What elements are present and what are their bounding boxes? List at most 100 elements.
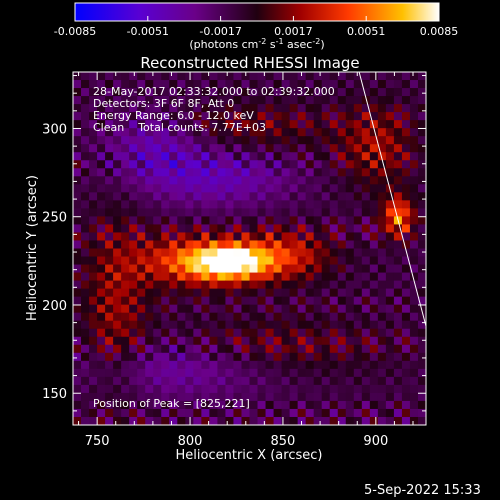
heatmap-cell bbox=[169, 248, 178, 258]
heatmap-cell bbox=[73, 168, 82, 177]
heatmap-cell bbox=[281, 120, 291, 129]
heatmap-cell bbox=[417, 88, 426, 97]
heatmap-cell bbox=[225, 256, 235, 266]
heatmap-cell bbox=[129, 216, 138, 226]
heatmap-cell bbox=[401, 288, 411, 298]
heatmap-cell bbox=[97, 160, 106, 169]
heatmap-cell bbox=[297, 104, 307, 113]
heatmap-cell bbox=[89, 384, 98, 394]
heatmap-cell bbox=[161, 160, 170, 169]
heatmap-cell bbox=[265, 200, 275, 209]
heatmap-cell bbox=[225, 400, 235, 410]
heatmap-cell bbox=[153, 224, 162, 234]
heatmap-cell bbox=[241, 160, 251, 169]
heatmap-cell bbox=[185, 232, 194, 242]
heatmap-cell bbox=[329, 208, 339, 218]
heatmap-cell bbox=[289, 88, 299, 97]
heatmap-cell bbox=[257, 232, 267, 242]
heatmap-cell bbox=[281, 392, 291, 402]
heatmap-cell bbox=[73, 224, 82, 234]
heatmap-cell bbox=[385, 264, 395, 274]
heatmap-cell bbox=[145, 224, 154, 234]
heatmap-cell bbox=[73, 352, 82, 362]
heatmap-cell bbox=[385, 104, 395, 113]
heatmap-cell bbox=[161, 88, 170, 97]
heatmap-cell bbox=[329, 288, 339, 298]
heatmap-cell bbox=[265, 168, 275, 177]
heatmap-cell bbox=[193, 112, 202, 121]
heatmap-cell bbox=[121, 112, 130, 121]
heatmap-cell bbox=[257, 248, 267, 258]
heatmap-cell bbox=[329, 224, 339, 234]
heatmap-cell bbox=[313, 88, 323, 97]
heatmap-cell bbox=[129, 304, 138, 314]
heatmap-cell bbox=[89, 240, 98, 250]
heatmap-cell bbox=[113, 176, 122, 185]
heatmap-cell bbox=[361, 312, 371, 322]
heatmap-cell bbox=[361, 400, 371, 410]
heatmap-cell bbox=[369, 336, 379, 346]
heatmap-cell bbox=[225, 232, 235, 242]
heatmap-cell bbox=[353, 408, 363, 418]
heatmap-cell bbox=[289, 184, 299, 193]
heatmap-cell bbox=[385, 136, 395, 145]
heatmap-cell bbox=[377, 104, 387, 113]
heatmap-cell bbox=[153, 128, 162, 137]
heatmap-cell bbox=[177, 376, 186, 386]
heatmap-cell bbox=[113, 240, 122, 250]
heatmap-cell bbox=[409, 96, 419, 105]
heatmap-cell bbox=[81, 264, 90, 274]
heatmap-cell bbox=[153, 320, 162, 330]
heatmap-cell bbox=[249, 112, 259, 121]
heatmap-cell bbox=[297, 240, 307, 250]
heatmap-cell bbox=[129, 272, 138, 282]
heatmap-cell bbox=[137, 168, 146, 177]
heatmap-cell bbox=[409, 352, 419, 362]
heatmap-cell bbox=[185, 240, 194, 250]
heatmap-cell bbox=[169, 208, 178, 218]
heatmap-cell bbox=[257, 304, 267, 314]
heatmap-cell bbox=[129, 408, 138, 418]
heatmap-cell bbox=[97, 376, 106, 386]
heatmap-cell bbox=[321, 408, 331, 418]
heatmap-cell bbox=[313, 96, 323, 105]
heatmap-cell bbox=[209, 176, 219, 185]
heatmap-cell bbox=[297, 264, 307, 274]
heatmap-cell bbox=[377, 272, 387, 282]
colorbar-ticks: -0.0085 -0.0051 -0.0017 0.0017 0.0051 0.0085 bbox=[54, 16, 458, 38]
heatmap-cell bbox=[353, 224, 363, 234]
heatmap-cell bbox=[145, 344, 154, 354]
heatmap-cell bbox=[153, 136, 162, 145]
heatmap-cell bbox=[297, 256, 307, 266]
heatmap-cell bbox=[361, 192, 371, 201]
heatmap-cell bbox=[137, 248, 146, 258]
heatmap-cell bbox=[105, 336, 114, 346]
heatmap-cell bbox=[73, 128, 82, 137]
heatmap-cell bbox=[105, 248, 114, 258]
heatmap-cell bbox=[153, 328, 162, 338]
heatmap-cell bbox=[321, 304, 331, 314]
heatmap-cell bbox=[145, 392, 154, 402]
heatmap-cell bbox=[281, 112, 291, 121]
heatmap-cell bbox=[185, 392, 194, 402]
heatmap-cell bbox=[113, 216, 122, 226]
heatmap-cell bbox=[145, 288, 154, 298]
heatmap-cell bbox=[401, 328, 411, 338]
heatmap-cell bbox=[185, 224, 194, 234]
heatmap-cell bbox=[257, 408, 267, 418]
heatmap-cell bbox=[113, 328, 122, 338]
heatmap-cell bbox=[193, 120, 202, 129]
heatmap-cell bbox=[185, 152, 194, 161]
heatmap-cell bbox=[297, 344, 307, 354]
heatmap-cell bbox=[249, 208, 259, 218]
heatmap-cell bbox=[137, 80, 146, 89]
heatmap-cell bbox=[321, 360, 331, 370]
heatmap-cell bbox=[265, 192, 275, 201]
heatmap-cell bbox=[177, 128, 186, 137]
heatmap-cell bbox=[241, 224, 251, 234]
heatmap-cell bbox=[329, 104, 339, 113]
heatmap-cell bbox=[393, 136, 403, 145]
heatmap-cell bbox=[313, 280, 323, 290]
heatmap-cell bbox=[185, 96, 194, 105]
heatmap-cell bbox=[177, 408, 186, 418]
